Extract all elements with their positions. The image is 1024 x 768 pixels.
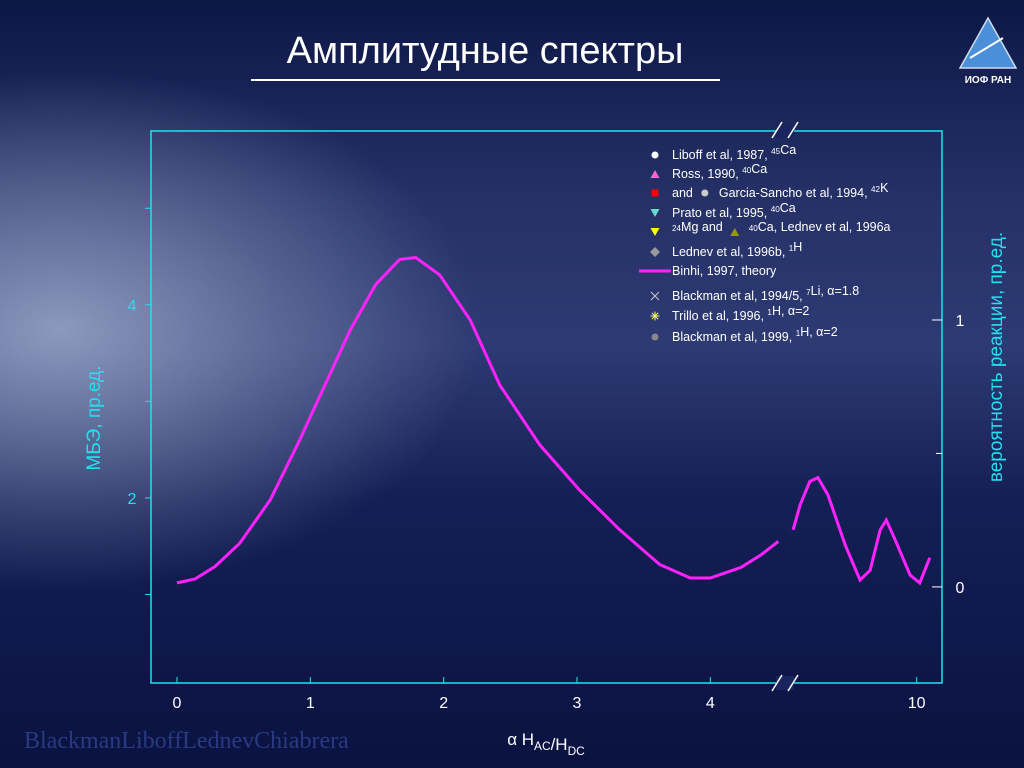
y-tick-label: 4 bbox=[128, 298, 137, 315]
text-part: and bbox=[672, 186, 693, 200]
text-part: Garcia-Sancho et al, 1994, bbox=[719, 186, 871, 200]
superscript: 45 bbox=[771, 147, 781, 156]
text-part: Trillo et al, 1996, bbox=[672, 309, 767, 323]
text-part: H, α=2 bbox=[772, 304, 809, 318]
legend-marker bbox=[651, 189, 659, 197]
x-tick-label: 3 bbox=[573, 695, 582, 712]
text-part: Prato et al, 1995, bbox=[672, 206, 771, 220]
text-part: Li, α=1.8 bbox=[811, 284, 860, 298]
axis-break bbox=[771, 121, 799, 692]
text-part: H bbox=[793, 240, 802, 254]
legend-marker bbox=[651, 151, 659, 159]
y2-tick-label: 1 bbox=[956, 313, 965, 330]
footer-text: BlackmanLiboffLednevChiabrera bbox=[24, 728, 349, 754]
superscript: 1 bbox=[767, 308, 772, 317]
break-mark bbox=[787, 674, 799, 692]
break-mark bbox=[771, 674, 783, 692]
legend-label: Blackman et al, 1999, 1H, α=2 bbox=[672, 325, 838, 344]
legend-marker bbox=[650, 291, 660, 301]
logo-text: ИОФ РАН bbox=[965, 75, 1012, 86]
text-part: H, α=2 bbox=[800, 325, 837, 339]
subscript: AC bbox=[534, 739, 551, 753]
legend-label: Liboff et al, 1987, 45Ca bbox=[672, 143, 796, 162]
legend-marker bbox=[651, 333, 659, 341]
logo-shape bbox=[958, 16, 1018, 69]
legend-marker bbox=[650, 170, 660, 178]
legend-label: Binhi, 1997, theory bbox=[672, 264, 777, 278]
break-mark bbox=[787, 121, 799, 139]
text-part: K bbox=[880, 181, 889, 195]
text-part: Ca bbox=[780, 201, 796, 215]
legend-label: Lednev et al, 1996b, 1H bbox=[672, 240, 802, 259]
legend-marker bbox=[651, 312, 659, 320]
subscript: DC bbox=[568, 744, 586, 758]
x-tick-label: 0 bbox=[173, 695, 182, 712]
x-tick-label: 1 bbox=[306, 695, 315, 712]
superscript: 40 bbox=[742, 166, 752, 175]
logo: ИОФ РАН bbox=[958, 16, 1018, 86]
text-part: Mg and bbox=[681, 220, 723, 234]
y-tick-label: 2 bbox=[128, 491, 137, 508]
y-axis-label: МБЭ, пр.ед. bbox=[84, 366, 105, 471]
x-tick-label: 2 bbox=[439, 695, 448, 712]
legend-marker bbox=[701, 189, 709, 197]
text-part: α H bbox=[507, 730, 534, 749]
legend-label: 40Ca, Lednev et al, 1996a bbox=[749, 220, 891, 234]
text-part: Lednev et al, 1996b, bbox=[672, 245, 789, 259]
break-mark bbox=[771, 121, 783, 139]
text-part: Ross, 1990, bbox=[672, 167, 742, 181]
slide-title: Амплитудные спектры bbox=[287, 30, 684, 72]
text-part: Blackman et al, 1994/5, bbox=[672, 289, 806, 303]
legend-label: Trillo et al, 1996, 1H, α=2 bbox=[672, 304, 809, 323]
text-part: Ca bbox=[751, 162, 767, 176]
superscript: 1 bbox=[789, 244, 794, 253]
superscript: 1 bbox=[796, 329, 801, 338]
theory-curve bbox=[176, 255, 780, 585]
text-part: Liboff et al, 1987, bbox=[672, 148, 771, 162]
superscript: 42 bbox=[871, 185, 881, 194]
legend-label: Prato et al, 1995, 40Ca bbox=[672, 201, 796, 220]
theory-curve bbox=[791, 475, 932, 586]
logo-stroke bbox=[969, 37, 1004, 59]
superscript: 24 bbox=[672, 224, 682, 233]
legend-label: 24Mg and bbox=[672, 220, 723, 234]
legend-label: Blackman et al, 1994/5, 7Li, α=1.8 bbox=[672, 284, 859, 303]
y2-tick-label: 0 bbox=[956, 580, 965, 597]
legend-label: and bbox=[672, 186, 693, 200]
x-axis-label: α HAC/HDC bbox=[507, 730, 585, 758]
text-part: /H bbox=[551, 735, 568, 754]
text-part: Binhi, 1997, theory bbox=[672, 264, 777, 278]
legend-marker bbox=[650, 228, 660, 236]
legend-label: Ross, 1990, 40Ca bbox=[672, 162, 767, 181]
plot-frame bbox=[150, 130, 943, 684]
superscript: 7 bbox=[806, 288, 811, 297]
x-tick-label: 4 bbox=[706, 695, 715, 712]
text-part: Ca bbox=[780, 143, 796, 157]
legend-marker bbox=[650, 209, 660, 217]
break-gap bbox=[776, 676, 794, 690]
y2-axis-label: вероятность реакции, пр.ед. bbox=[986, 232, 1007, 482]
text-part: Blackman et al, 1999, bbox=[672, 330, 796, 344]
x-tick-label: 10 bbox=[908, 695, 926, 712]
superscript: 40 bbox=[749, 224, 759, 233]
legend-marker bbox=[730, 228, 740, 236]
superscript: 40 bbox=[771, 205, 781, 214]
legend-marker bbox=[650, 247, 660, 257]
legend-label: Garcia-Sancho et al, 1994, 42K bbox=[719, 181, 889, 200]
text-part: Ca, Lednev et al, 1996a bbox=[758, 220, 891, 234]
